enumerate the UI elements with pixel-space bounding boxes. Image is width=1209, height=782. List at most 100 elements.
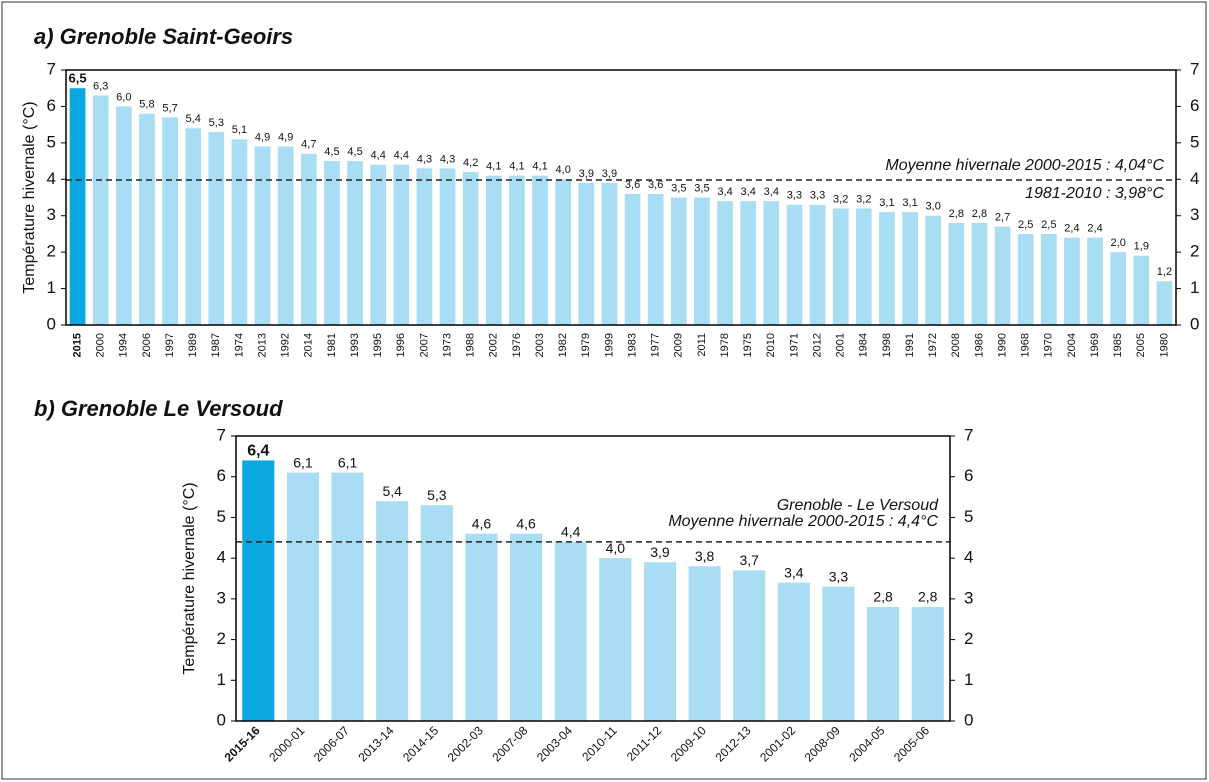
bar [643, 562, 677, 721]
value-label: 3,4 [717, 186, 732, 198]
x-tick-label: 1988 [465, 333, 477, 357]
bar [688, 566, 721, 721]
x-tick-label: 2001 [835, 333, 847, 357]
bar [370, 164, 387, 325]
value-label: 2,8 [873, 589, 893, 605]
x-tick-label: 1970 [1043, 333, 1055, 357]
bar [1156, 281, 1173, 325]
y-tick-label: 6 [217, 466, 226, 485]
x-tick-label: 1985 [1112, 333, 1124, 357]
value-label: 2,5 [1041, 219, 1056, 231]
value-label: 6,3 [93, 80, 108, 92]
value-label: 4,1 [509, 161, 524, 173]
x-tick-label: 1971 [788, 333, 800, 357]
bar [376, 501, 409, 721]
x-tick-label: 2015 [71, 333, 83, 357]
value-label: 4,5 [347, 146, 362, 158]
bar [208, 131, 225, 325]
annotation: 1981-2010 : 3,98°C [1025, 185, 1164, 202]
value-label: 4,5 [324, 146, 339, 158]
x-tick-label: 1969 [1089, 333, 1101, 357]
value-label: 2,4 [1087, 222, 1102, 234]
value-label: 2,8 [918, 589, 938, 605]
x-tick-label: 2005 [1135, 333, 1147, 357]
x-tick-label: 2002 [488, 333, 500, 357]
y2-tick-label: 7 [964, 425, 973, 444]
bar [809, 204, 826, 325]
x-tick-label: 1986 [973, 333, 985, 357]
x-tick-label: 2000 [95, 333, 107, 357]
y-tick-label: 1 [217, 670, 226, 689]
y2-tick-label: 3 [1190, 205, 1199, 224]
bar [879, 212, 895, 325]
y-tick-label: 0 [47, 314, 56, 333]
value-label: 3,9 [579, 168, 594, 180]
x-tick-label: 1991 [904, 333, 916, 357]
x-tick-label: 1990 [996, 333, 1008, 357]
y-tick-label: 1 [47, 278, 56, 297]
y2-tick-label: 5 [1190, 132, 1199, 151]
value-label: 5,7 [162, 102, 177, 114]
value-label: 3,2 [833, 193, 848, 205]
y-tick-label: 0 [217, 710, 226, 729]
bar [416, 168, 433, 325]
bar [694, 197, 710, 325]
x-tick-label: 1999 [603, 333, 615, 357]
x-tick-label: 1989 [187, 333, 199, 357]
bar [555, 179, 572, 325]
value-label: 4,0 [606, 540, 626, 556]
value-label: 2,7 [995, 212, 1010, 224]
y-tick-label: 2 [47, 242, 56, 261]
bar [647, 193, 664, 325]
x-tick-label: 1975 [742, 333, 754, 357]
bar [139, 113, 155, 325]
value-label: 4,7 [301, 139, 316, 151]
bar [1133, 255, 1150, 325]
value-label: 3,3 [787, 190, 802, 202]
value-label: 4,0 [556, 164, 571, 176]
bar [855, 208, 872, 325]
bar [925, 215, 942, 325]
bar [601, 182, 618, 325]
bar [485, 175, 502, 325]
value-label: 3,4 [784, 564, 804, 580]
bar [277, 146, 294, 325]
x-tick-label: 2010 [765, 333, 777, 357]
value-label: 4,6 [472, 515, 492, 531]
bar [185, 128, 202, 325]
bar [532, 175, 548, 325]
bar [902, 212, 918, 325]
value-label: 3,9 [602, 168, 617, 180]
bar [733, 570, 766, 721]
value-label: 3,9 [650, 544, 670, 560]
bar [509, 175, 525, 325]
y-tick-label: 4 [217, 548, 226, 567]
x-tick-label: 1994 [118, 333, 130, 357]
bar [115, 106, 132, 325]
y-tick-label: 3 [217, 588, 226, 607]
x-tick-label: 1977 [650, 333, 662, 357]
value-label: 3,0 [926, 201, 941, 213]
bar [554, 541, 587, 721]
x-tick-label: 1973 [441, 333, 453, 357]
bar [331, 472, 364, 721]
chart-title: b) Grenoble Le Versoud [34, 396, 283, 421]
y-tick-label: 4 [47, 169, 56, 188]
bar [1064, 237, 1080, 325]
bar [1017, 233, 1034, 325]
bar [300, 153, 317, 325]
x-tick-label: 2013 [256, 333, 268, 357]
value-label: 1,2 [1157, 266, 1172, 278]
value-label: 3,3 [829, 568, 849, 584]
value-label: 3,6 [648, 179, 663, 191]
x-tick-label: 2003 [534, 333, 546, 357]
value-label: 5,4 [186, 113, 201, 125]
value-label: 3,8 [695, 548, 715, 564]
value-label: 4,1 [532, 161, 547, 173]
y-tick-label: 5 [217, 507, 226, 526]
x-tick-label: 2009 [673, 333, 685, 357]
y-axis-label: Température hivernale (°C) [21, 101, 38, 293]
y-tick-label: 5 [47, 132, 56, 151]
chart-title: a) Grenoble Saint-Geoirs [34, 24, 293, 49]
value-label: 5,3 [427, 487, 447, 503]
